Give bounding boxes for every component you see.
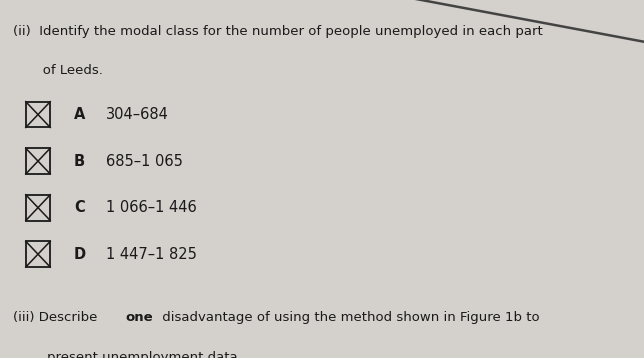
Bar — [26, 102, 50, 127]
Bar — [26, 148, 50, 174]
Bar — [26, 195, 50, 221]
Text: 1 066–1 446: 1 066–1 446 — [106, 200, 197, 215]
Text: 685–1 065: 685–1 065 — [106, 154, 183, 169]
Text: (ii)  Identify the modal class for the number of people unemployed in each part: (ii) Identify the modal class for the nu… — [13, 25, 543, 38]
Text: A: A — [74, 107, 86, 122]
Text: C: C — [74, 200, 85, 215]
Text: present unemployment data.: present unemployment data. — [13, 351, 241, 358]
Text: B: B — [74, 154, 85, 169]
Bar — [26, 241, 50, 267]
Text: one: one — [126, 311, 153, 324]
Text: 304–684: 304–684 — [106, 107, 169, 122]
Text: disadvantage of using the method shown in Figure 1b to: disadvantage of using the method shown i… — [158, 311, 540, 324]
Text: D: D — [74, 247, 86, 262]
Text: 1 447–1 825: 1 447–1 825 — [106, 247, 197, 262]
Text: (iii) Describe: (iii) Describe — [13, 311, 102, 324]
Text: of Leeds.: of Leeds. — [13, 64, 103, 77]
